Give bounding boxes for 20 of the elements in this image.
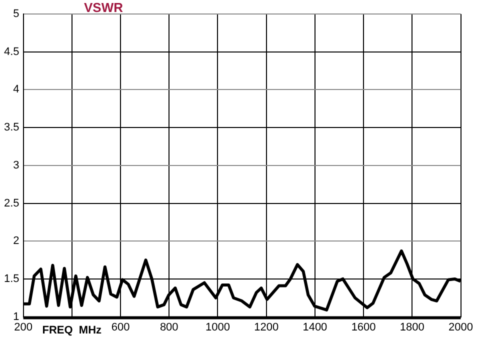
x-tick-label: 2000	[448, 321, 474, 334]
x-tick-label: 1200	[254, 321, 279, 334]
y-tick-label: 2	[13, 235, 20, 248]
y-tick-label: 4	[13, 84, 20, 96]
chart-title: VSWR	[84, 0, 123, 15]
y-tick-label: 5	[13, 8, 20, 20]
y-tick-label: 1.5	[4, 272, 20, 285]
y-tick-label: 3	[13, 159, 20, 172]
x-tick-label: 800	[160, 321, 178, 334]
x-tick-label: 200	[14, 321, 32, 334]
x-tick-label: 600	[111, 321, 130, 334]
y-tick-label: 2.5	[4, 197, 20, 210]
x-tick-label: 1400	[302, 321, 328, 334]
x-axis-title: FREQ MHz	[42, 324, 102, 336]
y-tick-label: 3.5	[4, 122, 20, 134]
x-tick-label: 1600	[351, 321, 376, 334]
y-tick-label: 1	[13, 310, 20, 323]
x-tick-label: 1800	[400, 321, 424, 334]
x-tick-label: 1000	[205, 321, 230, 334]
y-tick-label: 4.5	[4, 46, 20, 58]
